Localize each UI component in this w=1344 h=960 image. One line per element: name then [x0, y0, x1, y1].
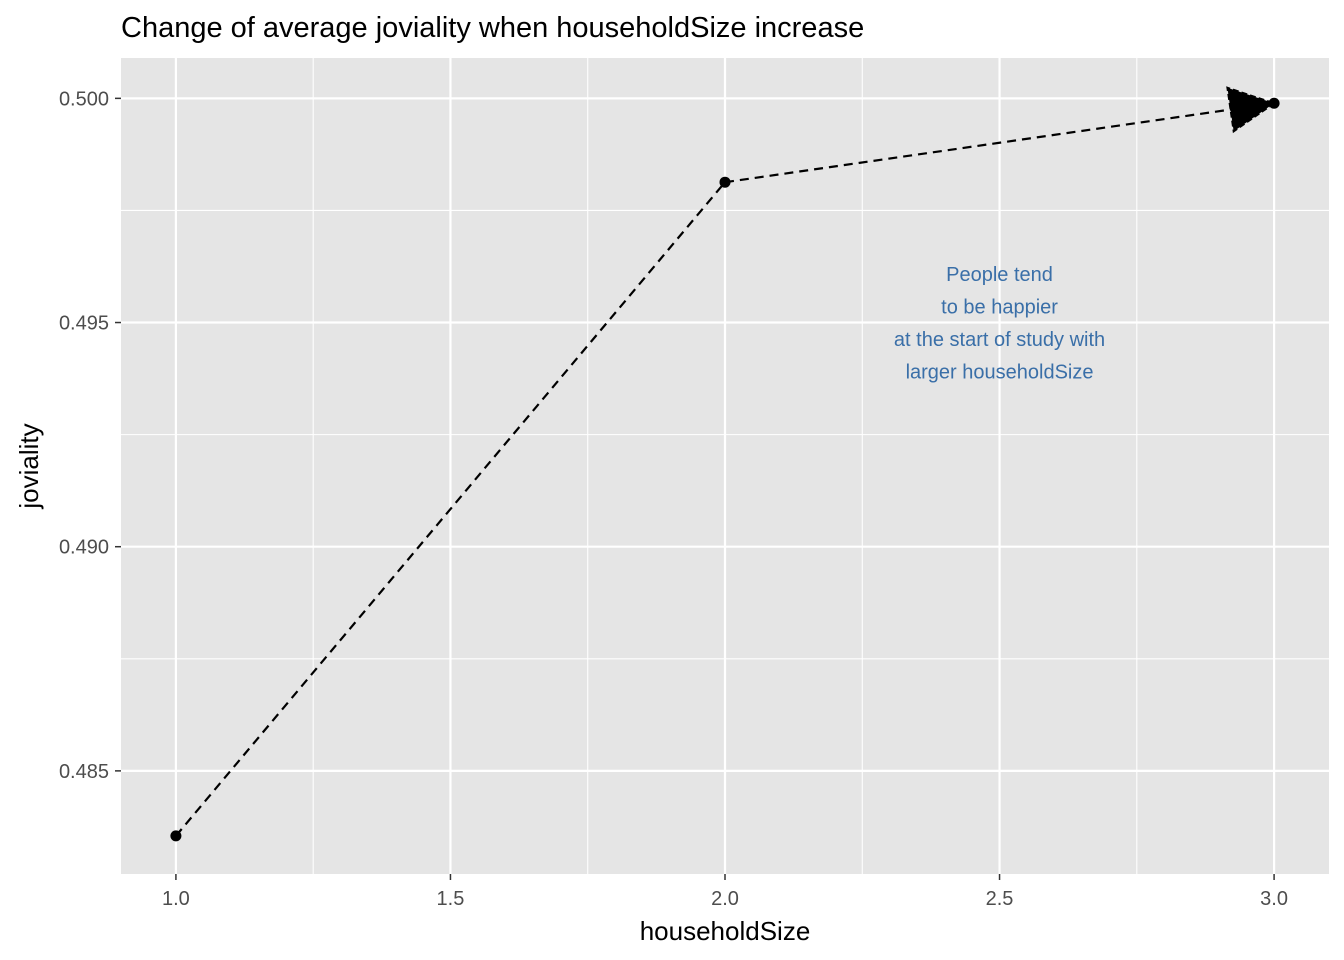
chart-title: Change of average joviality when househo… — [121, 12, 864, 44]
annotation-line: People tend — [946, 264, 1053, 286]
x-tick-label: 1.0 — [162, 888, 190, 910]
x-tick-label: 3.0 — [1260, 888, 1288, 910]
annotation-line: larger householdSize — [906, 361, 1094, 383]
arrowhead — [1226, 86, 1277, 134]
annotation: People tend to be happier at the start of … — [894, 264, 1105, 384]
data-point — [719, 176, 731, 188]
y-tick-label: 0.485 — [59, 761, 109, 783]
y-tick-label: 0.490 — [59, 537, 109, 559]
line-segment — [175, 181, 726, 837]
y-tick-label: 0.500 — [59, 88, 109, 110]
x-tick-label: 2.5 — [986, 888, 1014, 910]
major-gridlines — [121, 58, 1329, 874]
axes: 1.0 1.5 2.0 2.5 3.0 0.485 0.490 0.495 0.500 — [59, 88, 1288, 910]
data-points-layer — [170, 97, 1280, 842]
x-axis-title: householdSize — [640, 916, 811, 946]
annotation-line: at the start of study with — [894, 329, 1105, 351]
data-point — [1268, 97, 1280, 109]
data-point — [170, 830, 182, 842]
line-segment — [724, 102, 1275, 184]
data-line-layer — [175, 86, 1277, 837]
y-axis-title: joviality — [14, 423, 44, 509]
y-tick-label: 0.495 — [59, 313, 109, 335]
x-tick-label: 1.5 — [437, 888, 465, 910]
x-tick-label: 2.0 — [711, 888, 739, 910]
annotation-line: to be happier — [941, 296, 1058, 318]
